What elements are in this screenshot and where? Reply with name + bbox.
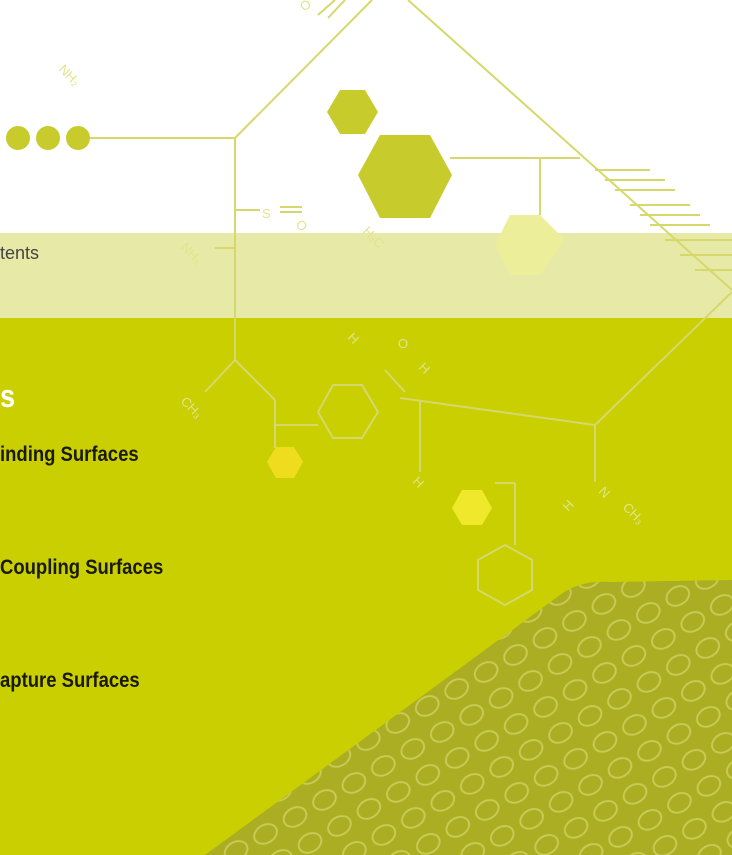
molecule-label: H₃C [360,224,388,252]
nav-link[interactable]: tents [0,243,40,263]
section-heading: s [0,378,16,414]
surface-link[interactable]: apture Surfaces [0,669,140,692]
molecule-label: NH₂ [56,62,83,89]
surface-link[interactable]: inding Surfaces [0,443,139,466]
bonds [90,0,732,607]
molecule-label: O [398,336,408,351]
molecule-label: NH₃ [178,240,206,268]
molecule-label: O [297,0,315,14]
molecule-label: N [596,484,613,501]
nav-band [0,233,732,318]
molecule-label: H [345,330,362,347]
hexagons [6,90,565,525]
molecule-label: H [416,360,433,377]
microplate [205,580,732,855]
molecule-label: H [560,497,577,514]
molecule-label: CH₃ [620,500,648,528]
molecule-label: S [262,206,271,221]
molecule-label: O [293,217,311,235]
surface-link[interactable]: Coupling Surfaces [0,556,164,579]
molecule-label: CH₃ [178,394,206,422]
molecule-label: H [410,474,427,491]
